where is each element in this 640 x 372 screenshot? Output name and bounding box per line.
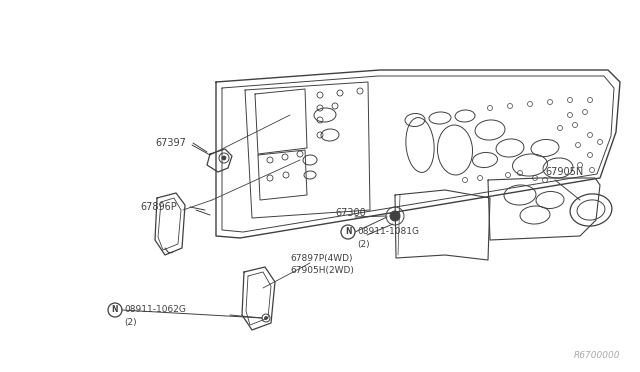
Text: 67896P: 67896P [140,202,177,212]
Text: 67300: 67300 [335,208,365,218]
Text: 67897P(4WD): 67897P(4WD) [290,253,353,263]
Text: 67905H(2WD): 67905H(2WD) [290,266,354,275]
Text: (2): (2) [357,240,370,248]
Text: 67905N: 67905N [545,167,583,177]
Text: 08911-1062G: 08911-1062G [124,305,186,314]
Text: 67397: 67397 [155,138,186,148]
Text: (2): (2) [124,317,136,327]
Text: R6700000: R6700000 [573,351,620,360]
Text: 08911-1081G: 08911-1081G [357,228,419,237]
Text: N: N [112,305,118,314]
Circle shape [222,156,226,160]
Circle shape [264,317,268,320]
Circle shape [390,211,400,221]
Text: N: N [345,228,351,237]
